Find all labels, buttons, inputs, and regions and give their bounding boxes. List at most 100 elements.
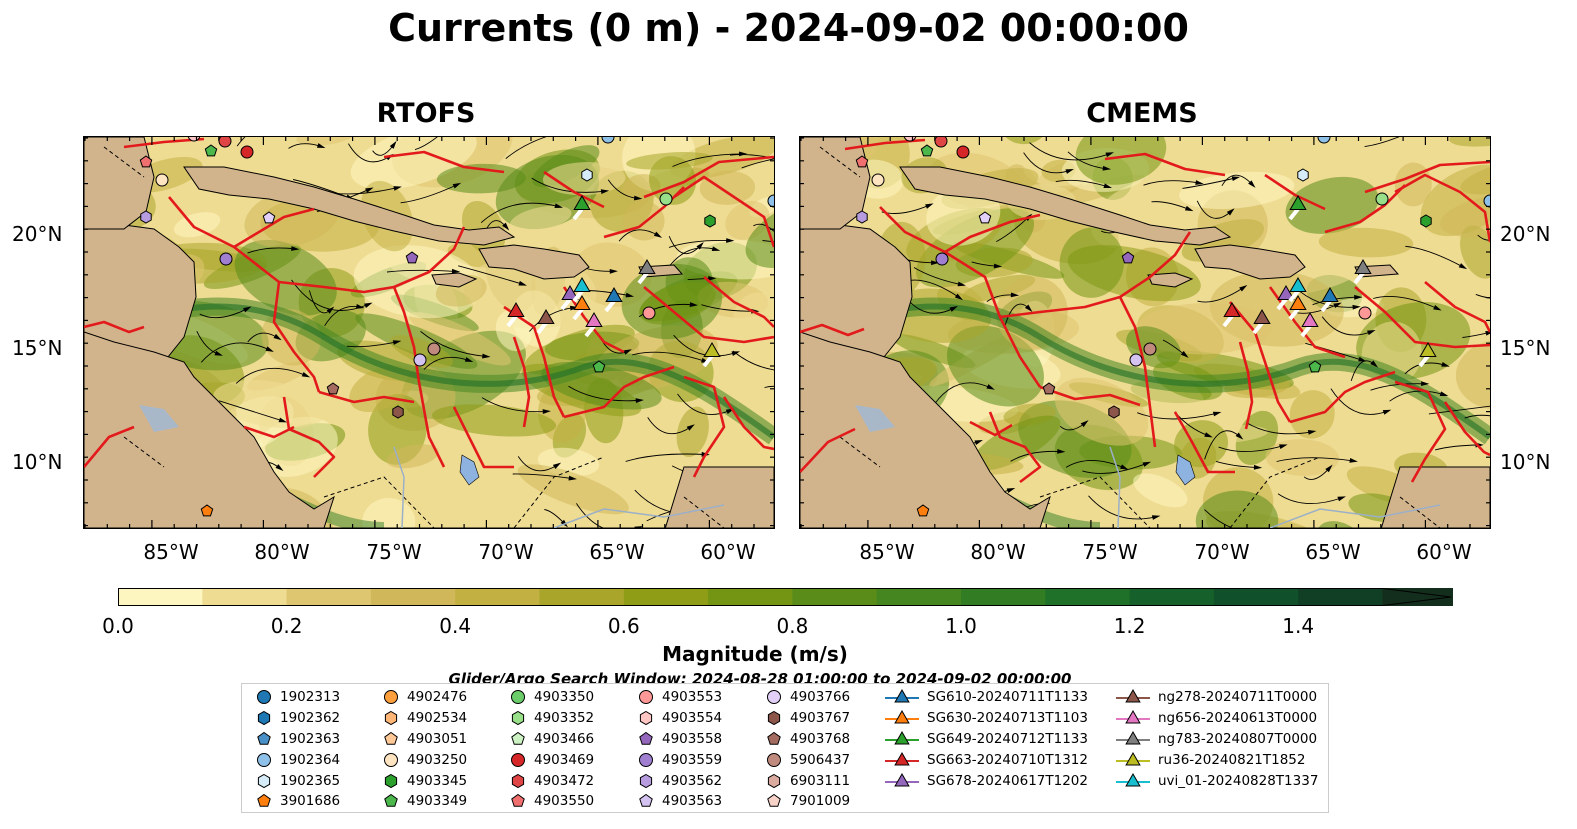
flow-arrow-icon <box>464 357 474 363</box>
country-borders <box>103 146 725 528</box>
flow-arrow-icon <box>1120 464 1129 470</box>
argo-float-marker <box>1121 251 1135 264</box>
legend-entry-label: 1902365 <box>280 772 341 789</box>
lake-maracaibo <box>459 454 480 486</box>
colorbar <box>118 588 1468 614</box>
argo-marker-icon <box>384 731 398 745</box>
flow-arrow-icon <box>957 281 967 287</box>
lake-nicaragua <box>139 405 179 432</box>
colorbar-tick-label: 0.8 <box>776 614 809 638</box>
flow-arrow-icon <box>542 409 551 414</box>
landmass-centralAmerica2 <box>84 331 335 528</box>
glider-triangle-icon <box>1125 710 1141 724</box>
flow-arrow-icon <box>364 302 373 308</box>
flow-arrow-icon <box>1382 409 1392 415</box>
flow-arrow-icon <box>278 417 288 423</box>
legend-entry-label: 4903352 <box>534 710 595 727</box>
land-masses <box>84 137 774 528</box>
glider-triangle-icon <box>638 259 656 274</box>
argo-float-marker <box>855 155 869 168</box>
axis-ticks <box>800 137 1490 528</box>
argo-float-marker <box>262 211 276 224</box>
flow-arrow-icon <box>518 280 528 286</box>
lake-nicaragua <box>855 405 895 432</box>
legend-entry-label: SG663-20240710T1312 <box>927 751 1088 768</box>
rivers <box>393 446 725 528</box>
flow-arrow-icon <box>1458 263 1468 270</box>
argo-float-marker <box>140 210 152 224</box>
legend-argo-4903352: 4903352 <box>510 708 594 729</box>
flow-arrow-icon <box>609 268 618 274</box>
legend-argo-4902534: 4902534 <box>383 708 467 729</box>
landmass-cuba <box>183 166 516 246</box>
landmass-cuba <box>899 166 1232 246</box>
cmems-current-map[interactable] <box>799 136 1491 529</box>
colorbar-outline <box>118 588 1452 606</box>
landmass-jamaica <box>1147 272 1194 288</box>
legend-glider-SG630-20240713T1103: SG630-20240713T1103 <box>885 708 1088 729</box>
lon-label-60w-right: 60°W <box>1416 540 1472 564</box>
legend-entry-label: 4903559 <box>662 751 723 768</box>
legend-entry-label: 3901686 <box>280 793 341 810</box>
legend-entry-label: 4903349 <box>407 793 468 810</box>
legend-glider-ng783-20240807T0000: ng783-20240807T0000 <box>1116 729 1317 750</box>
glider-triangle-icon <box>1354 259 1372 274</box>
flow-arrow-icon <box>1057 449 1066 454</box>
legend-entry-label: ng278-20240711T0000 <box>1158 689 1318 706</box>
legend-entry-label: 4903553 <box>662 689 723 706</box>
flow-arrow-icon <box>1358 356 1367 362</box>
legend-argo-4903051: 4903051 <box>383 729 467 750</box>
flow-arrow-icon <box>635 398 644 403</box>
legend-entry-label: ru36-20240821T1852 <box>1158 751 1306 768</box>
flow-arrow-icon <box>1151 515 1161 520</box>
landmass-jamaica <box>431 272 478 288</box>
legend-entry-label: 1902362 <box>280 710 341 727</box>
glider-triangle-icon <box>1253 309 1271 324</box>
argo-marker-icon <box>767 752 781 767</box>
flow-arrow-icon <box>925 203 934 209</box>
flow-arrow-icon <box>1239 285 1248 292</box>
legend-entry-label: 4903345 <box>407 772 468 789</box>
argo-float-marker <box>934 137 948 148</box>
glider-triangle-icon <box>1277 285 1295 300</box>
legend-argo-4903767: 4903767 <box>766 708 850 729</box>
legend-entry-label: 7901009 <box>790 793 851 810</box>
argo-floats <box>139 137 774 517</box>
lon-label-60w-left: 60°W <box>700 540 756 564</box>
map-canvas[interactable] <box>800 137 1490 528</box>
colorbar-label: Magnitude (m/s) <box>662 642 848 666</box>
land-masses <box>800 137 1490 528</box>
legend-entry-label: 4903768 <box>790 730 851 747</box>
flow-arrow-icon <box>689 302 699 307</box>
glider-triangle-icon <box>894 689 910 703</box>
flow-arrow-icon <box>708 276 717 281</box>
rtofs-current-map[interactable] <box>83 136 775 529</box>
lat-label-15n-right: 15°N <box>1500 336 1551 360</box>
gliders <box>506 195 721 368</box>
legend-entry-label: SG678-20240617T1202 <box>927 772 1088 789</box>
glider-triangle-icon <box>1301 312 1319 327</box>
lon-label-75w-left: 75°W <box>366 540 422 564</box>
flow-arrow-icon <box>1370 360 1379 368</box>
legend-argo-6903111: 6903111 <box>766 770 850 791</box>
flow-arrow-icon <box>1439 391 1449 396</box>
colorbar-segment <box>792 588 878 606</box>
argo-float-marker <box>935 252 949 266</box>
flow-arrow-icon <box>265 346 274 352</box>
colorbar-segment <box>202 588 288 606</box>
argo-float-marker <box>1317 137 1331 144</box>
lon-label-80w-right: 80°W <box>970 540 1026 564</box>
legend-entry-label: 4903563 <box>662 793 723 810</box>
argo-float-marker <box>427 342 441 356</box>
landmass-southAmerica <box>800 466 1490 528</box>
argo-float-marker <box>1308 360 1322 373</box>
map-canvas[interactable] <box>84 137 774 528</box>
legend-entry-label: SG630-20240713T1103 <box>927 710 1088 727</box>
argo-marker-icon <box>767 690 781 705</box>
flow-arrow-icon <box>393 186 402 191</box>
legend-argo-1902364: 1902364 <box>256 749 340 770</box>
legend-entry-label: 4903466 <box>534 730 595 747</box>
argo-float-marker <box>219 252 233 266</box>
lon-label-65w-right: 65°W <box>1305 540 1361 564</box>
flow-arrow-icon <box>739 151 748 157</box>
